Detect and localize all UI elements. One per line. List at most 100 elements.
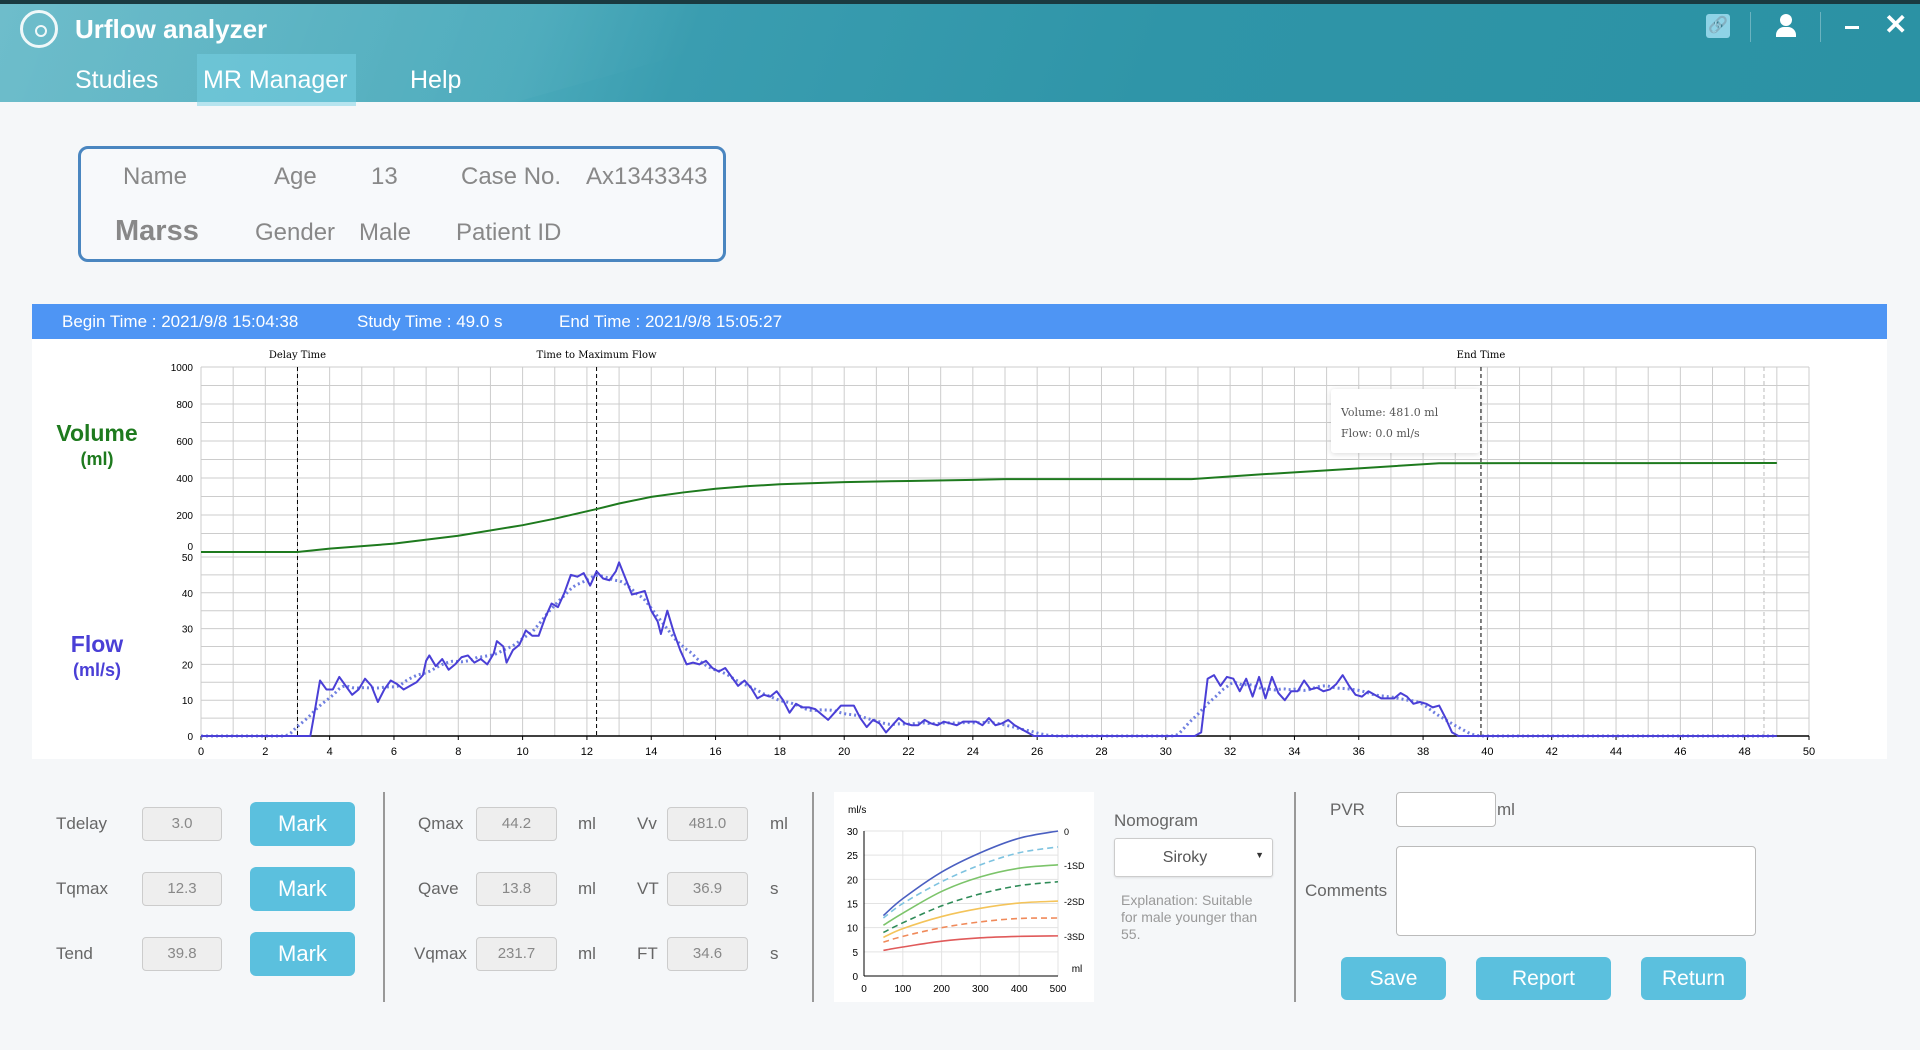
volume-tick-label: 800	[176, 400, 193, 411]
report-button[interactable]: Report	[1476, 957, 1611, 1000]
x-tick-label: 42	[1546, 746, 1558, 758]
metric-unit: s	[770, 944, 779, 963]
metric-unit: ml	[578, 944, 596, 963]
marker-label: Time to Maximum Flow	[537, 350, 657, 361]
app-title: Urflow analyzer	[75, 14, 268, 44]
y-tick-label: 10	[847, 924, 859, 935]
metric-unit: s	[770, 879, 779, 898]
param-value: 12.3	[142, 872, 222, 906]
chart-panel	[32, 339, 1887, 759]
x-tick-label: 46	[1674, 746, 1686, 758]
study-info-bar: Begin Time : 2021/9/8 15:04:38 Study Tim…	[32, 304, 1887, 339]
menu-mr-manager[interactable]: MR Manager	[203, 66, 348, 94]
curve-label: -1SD	[1064, 861, 1085, 871]
return-button[interactable]: Return	[1641, 957, 1746, 1000]
x-axis-label: ml	[1072, 964, 1083, 975]
flow-tick-label: 0	[187, 732, 193, 743]
pvr-unit: ml	[1497, 800, 1515, 819]
metric-label: VT	[637, 879, 659, 898]
metric-label: Vqmax	[414, 944, 467, 963]
volume-tick-label: 200	[176, 511, 193, 522]
mark-button[interactable]: Mark	[250, 932, 355, 976]
metric-label: FT	[637, 944, 658, 963]
end-time: End Time : 2021/9/8 15:05:27	[559, 312, 783, 331]
patient-info-card: Name Age 13 Case No. Ax1343343 Marss Gen…	[78, 146, 726, 262]
x-tick-label: 2	[262, 746, 268, 758]
nomogram-explanation: Explanation: Suitable for male younger t…	[1121, 892, 1258, 942]
marker-label: End Time	[1457, 350, 1506, 361]
chevron-down-icon: ▼	[1255, 850, 1264, 860]
nomogram-curve	[883, 880, 1059, 934]
menu-help[interactable]: Help	[410, 66, 462, 94]
metric-value: 231.7	[476, 937, 557, 971]
comments-textarea[interactable]	[1396, 846, 1756, 936]
x-tick-label: 4	[327, 746, 333, 758]
x-tick-label: 0	[861, 984, 867, 995]
nomogram-curve	[883, 900, 1059, 939]
pvr-label: PVR	[1330, 800, 1365, 819]
volume-line	[201, 462, 1777, 553]
menu-studies[interactable]: Studies	[75, 66, 159, 94]
metric-value: 13.8	[476, 872, 557, 906]
minimize-icon[interactable]	[1845, 26, 1859, 29]
x-tick-label: 20	[838, 746, 850, 758]
divider	[1820, 12, 1821, 42]
volume-tick-label: 0	[187, 542, 193, 553]
x-tick-label: 30	[1160, 746, 1172, 758]
y-tick-label: 20	[847, 875, 859, 886]
param-label: Tdelay	[56, 814, 108, 833]
chart-tooltip: Volume: 481.0 ml Flow: 0.0 ml/s	[1331, 389, 1480, 453]
param-label: Tend	[56, 944, 93, 963]
x-tick-label: 34	[1288, 746, 1300, 758]
uroflow-chart[interactable]: 0 2 4 6 8 10 12 14 16 18 20 22 24 26 28 30 32 34 36 38 40 42 4…	[0, 339, 1920, 759]
save-button[interactable]: Save	[1341, 957, 1446, 1000]
x-tick-label: 38	[1417, 746, 1429, 758]
age-label: Age	[274, 163, 317, 190]
x-tick-label: 0	[198, 746, 204, 758]
y-tick-label: 5	[852, 948, 858, 959]
metric-label: Qave	[418, 879, 459, 898]
link-icon[interactable]: 🔗	[1706, 14, 1730, 38]
x-tick-label: 8	[455, 746, 461, 758]
tooltip-volume: Volume: 481.0 ml	[1341, 406, 1439, 419]
x-tick-label: 6	[391, 746, 397, 758]
curve-label: -2SD	[1064, 897, 1085, 907]
study-time: Study Time : 49.0 s	[357, 312, 503, 331]
metric-unit: ml	[578, 814, 596, 833]
param-value: 39.8	[142, 937, 222, 971]
flow-tick-label: 50	[182, 553, 194, 564]
gender-label: Gender	[255, 219, 336, 246]
flow-tick-label: 40	[182, 589, 194, 600]
nomogram-select[interactable]: Siroky ▼	[1114, 838, 1273, 877]
flow-smoothed-line	[201, 573, 1774, 738]
patient-name: Marss	[115, 215, 199, 247]
mark-button[interactable]: Mark	[250, 802, 355, 846]
divider	[1294, 792, 1296, 1002]
metric-label: Qmax	[418, 814, 464, 833]
metric-value: 34.6	[667, 937, 748, 971]
x-tick-label: 32	[1224, 746, 1236, 758]
x-tick-label: 200	[933, 984, 950, 995]
x-tick-label: 16	[709, 746, 721, 758]
urflow-logo-icon	[20, 10, 58, 48]
x-tick-label: 50	[1803, 746, 1815, 758]
age-value: 13	[371, 163, 398, 190]
metric-label: Vv	[637, 814, 657, 833]
user-icon[interactable]	[1776, 14, 1796, 37]
flow-line	[201, 561, 1777, 737]
divider	[1750, 12, 1751, 42]
volume-tick-label: 1000	[171, 363, 194, 374]
mark-button[interactable]: Mark	[250, 867, 355, 911]
x-tick-label: 100	[894, 984, 911, 995]
tooltip-flow: Flow: 0.0 ml/s	[1341, 427, 1420, 440]
x-tick-label: 44	[1610, 746, 1622, 758]
pvr-input[interactable]	[1396, 792, 1496, 827]
nomogram-chart-panel: 0 5 10 15 20 25 30 0 100 200 300 400 500 ml/s ml 0 -1SD -…	[834, 792, 1094, 1002]
close-icon[interactable]: ✕	[1884, 9, 1908, 40]
y-axis-label: ml/s	[848, 805, 866, 816]
y-tick-label: 0	[852, 972, 858, 983]
y-tick-label: 25	[847, 851, 859, 862]
flow-axis-title: Flow	[70, 631, 124, 657]
title-bar: Urflow analyzer Studies MR Manager Help …	[0, 0, 1920, 106]
